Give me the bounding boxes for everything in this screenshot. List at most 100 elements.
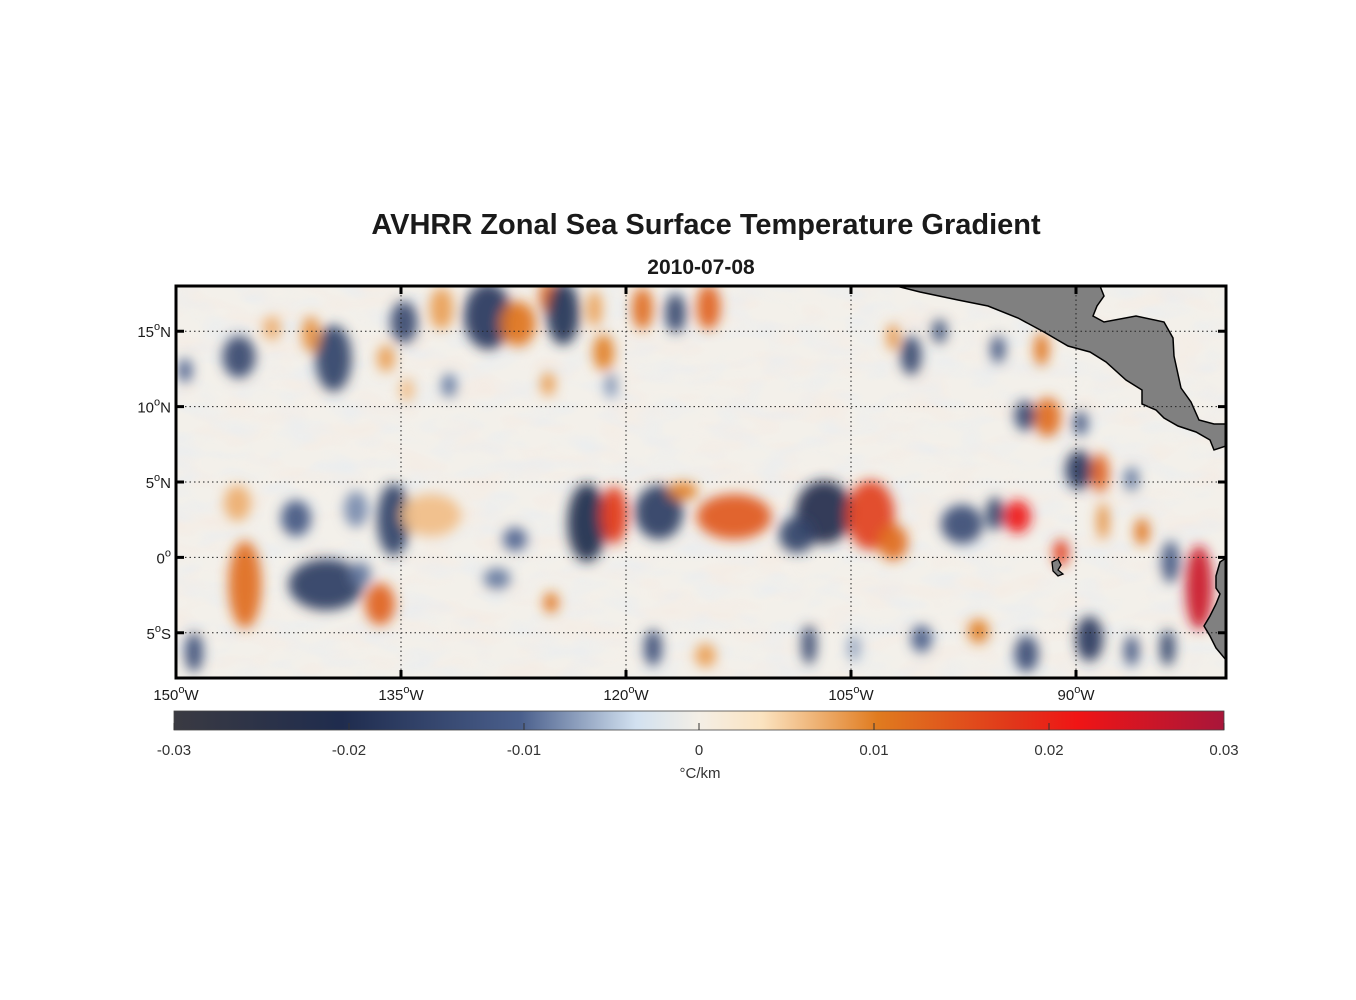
gradient-feature-21 <box>887 323 899 351</box>
colorbar-tick-label: 0.02 <box>1034 742 1063 759</box>
colorbar-labels: -0.03 -0.02 -0.01 0 0.01 0.02 0.03 <box>157 742 1239 759</box>
gradient-feature-45 <box>779 516 815 553</box>
gradient-feature-61 <box>543 592 559 614</box>
chart-title: AVHRR Zonal Sea Surface Temperature Grad… <box>371 209 1041 241</box>
axis-tick-marks <box>174 286 1226 678</box>
gradient-feature-8 <box>587 290 602 327</box>
gradient-feature-60 <box>350 561 371 587</box>
colorbar: -0.03 -0.02 -0.01 0 0.01 0.02 0.03 °C/km <box>157 710 1239 782</box>
gradient-feature-3 <box>429 287 454 330</box>
gradient-feature-23 <box>932 319 947 344</box>
gradient-feature-20 <box>605 373 617 398</box>
gradient-feature-38 <box>503 527 527 552</box>
gradient-feature-70 <box>1076 616 1103 662</box>
gradient-feature-52 <box>1134 518 1150 546</box>
colorbar-tick-label: 0.03 <box>1209 742 1238 759</box>
gradient-features <box>177 286 1213 672</box>
gradient-feature-13 <box>222 335 256 378</box>
lat-label: 0o <box>157 547 171 567</box>
lon-label: 150oW <box>153 684 199 704</box>
gradient-feature-33 <box>224 485 251 522</box>
gradient-feature-17 <box>441 373 457 398</box>
gradient-feature-19 <box>540 371 556 397</box>
gradient-feature-43 <box>668 482 698 501</box>
gradient-feature-28 <box>1014 400 1036 431</box>
colorbar-unit-label: °C/km <box>680 765 721 782</box>
gradient-feature-4 <box>464 286 512 350</box>
longitude-labels: 150oW 135oW 120oW 105oW 90oW <box>153 684 1095 704</box>
gradient-feature-31 <box>1091 453 1109 493</box>
gradient-feature-63 <box>185 632 203 672</box>
gradient-feature-29 <box>1073 411 1088 436</box>
gradient-feature-48 <box>941 504 983 544</box>
colorbar-tick-label: 0.01 <box>859 742 888 759</box>
gradient-feature-36 <box>377 483 410 556</box>
gradient-feature-41 <box>635 485 683 540</box>
gradient-feature-40 <box>600 486 628 544</box>
gradient-feature-62 <box>483 567 511 590</box>
gradient-feature-1 <box>302 316 320 353</box>
gradient-feature-53 <box>1097 503 1109 540</box>
land-galapagos <box>1051 558 1065 577</box>
gradient-feature-27 <box>1034 397 1061 437</box>
gradient-feature-71 <box>1124 635 1139 666</box>
gradient-feature-35 <box>344 491 368 528</box>
gradient-feature-67 <box>911 625 932 653</box>
colorbar-tick-label: -0.03 <box>157 742 191 759</box>
gradient-feature-47 <box>878 524 908 561</box>
lat-label: 10oN <box>137 397 171 417</box>
gradient-feature-55 <box>1185 545 1213 630</box>
lon-label: 90oW <box>1058 684 1096 704</box>
gradient-feature-72 <box>848 634 860 662</box>
gradient-feature-7 <box>546 286 580 345</box>
gradient-feature-32 <box>1124 466 1139 492</box>
land-south-america <box>1203 557 1226 662</box>
colorbar-tick-label: -0.01 <box>507 742 541 759</box>
gradient-feature-39 <box>567 483 607 562</box>
gradient-feature-5 <box>500 301 536 347</box>
gradient-feature-2 <box>390 301 418 344</box>
gradient-feature-69 <box>1014 635 1039 672</box>
gradient-feature-42 <box>696 494 772 540</box>
gradient-feature-30 <box>1065 450 1093 490</box>
lat-label: 15oN <box>137 321 171 341</box>
gradient-feature-64 <box>644 629 662 666</box>
gradient-feature-68 <box>968 619 989 644</box>
gradient-feature-24 <box>990 335 1006 363</box>
colorbar-tick-label: -0.02 <box>332 742 366 759</box>
lon-label: 105oW <box>828 684 874 704</box>
gradient-feature-14 <box>263 316 281 341</box>
gradient-feature-11 <box>696 286 721 330</box>
gradient-feature-22 <box>900 335 922 375</box>
gradient-feature-15 <box>377 344 395 372</box>
gradient-feature-16 <box>177 358 193 383</box>
gradient-feature-57 <box>228 540 262 629</box>
gradient-feature-54 <box>1161 540 1180 584</box>
gradient-feature-34 <box>281 500 311 537</box>
lon-label: 135oW <box>378 684 424 704</box>
gradient-feature-56 <box>1160 629 1175 666</box>
land-central-america <box>895 286 1226 451</box>
lat-label: 5oS <box>147 623 171 643</box>
latitude-labels: 15oN 10oN 5oN 0o 5oS <box>137 321 171 643</box>
lon-label: 120oW <box>603 684 649 704</box>
gradient-feature-65 <box>695 643 716 668</box>
colorbar-ticks <box>173 723 1225 730</box>
lat-label: 5oN <box>146 472 171 492</box>
gradient-feature-66 <box>801 625 817 665</box>
gradient-feature-59 <box>365 583 395 626</box>
gradient-feature-50 <box>1004 500 1031 534</box>
gradient-feature-0 <box>315 325 352 392</box>
gradient-feature-10 <box>632 287 653 330</box>
gradient-feature-9 <box>593 334 614 371</box>
chart-subtitle: 2010-07-08 <box>647 256 755 279</box>
gradient-feature-25 <box>1034 332 1049 366</box>
gradient-feature-18 <box>399 377 415 403</box>
gradient-feature-49 <box>986 497 1004 531</box>
colorbar-tick-label: 0 <box>695 742 703 759</box>
map-plot-area <box>176 286 1226 678</box>
gradient-feature-58 <box>288 558 364 611</box>
gradient-feature-12 <box>665 293 686 333</box>
gradient-feature-37 <box>401 494 461 537</box>
